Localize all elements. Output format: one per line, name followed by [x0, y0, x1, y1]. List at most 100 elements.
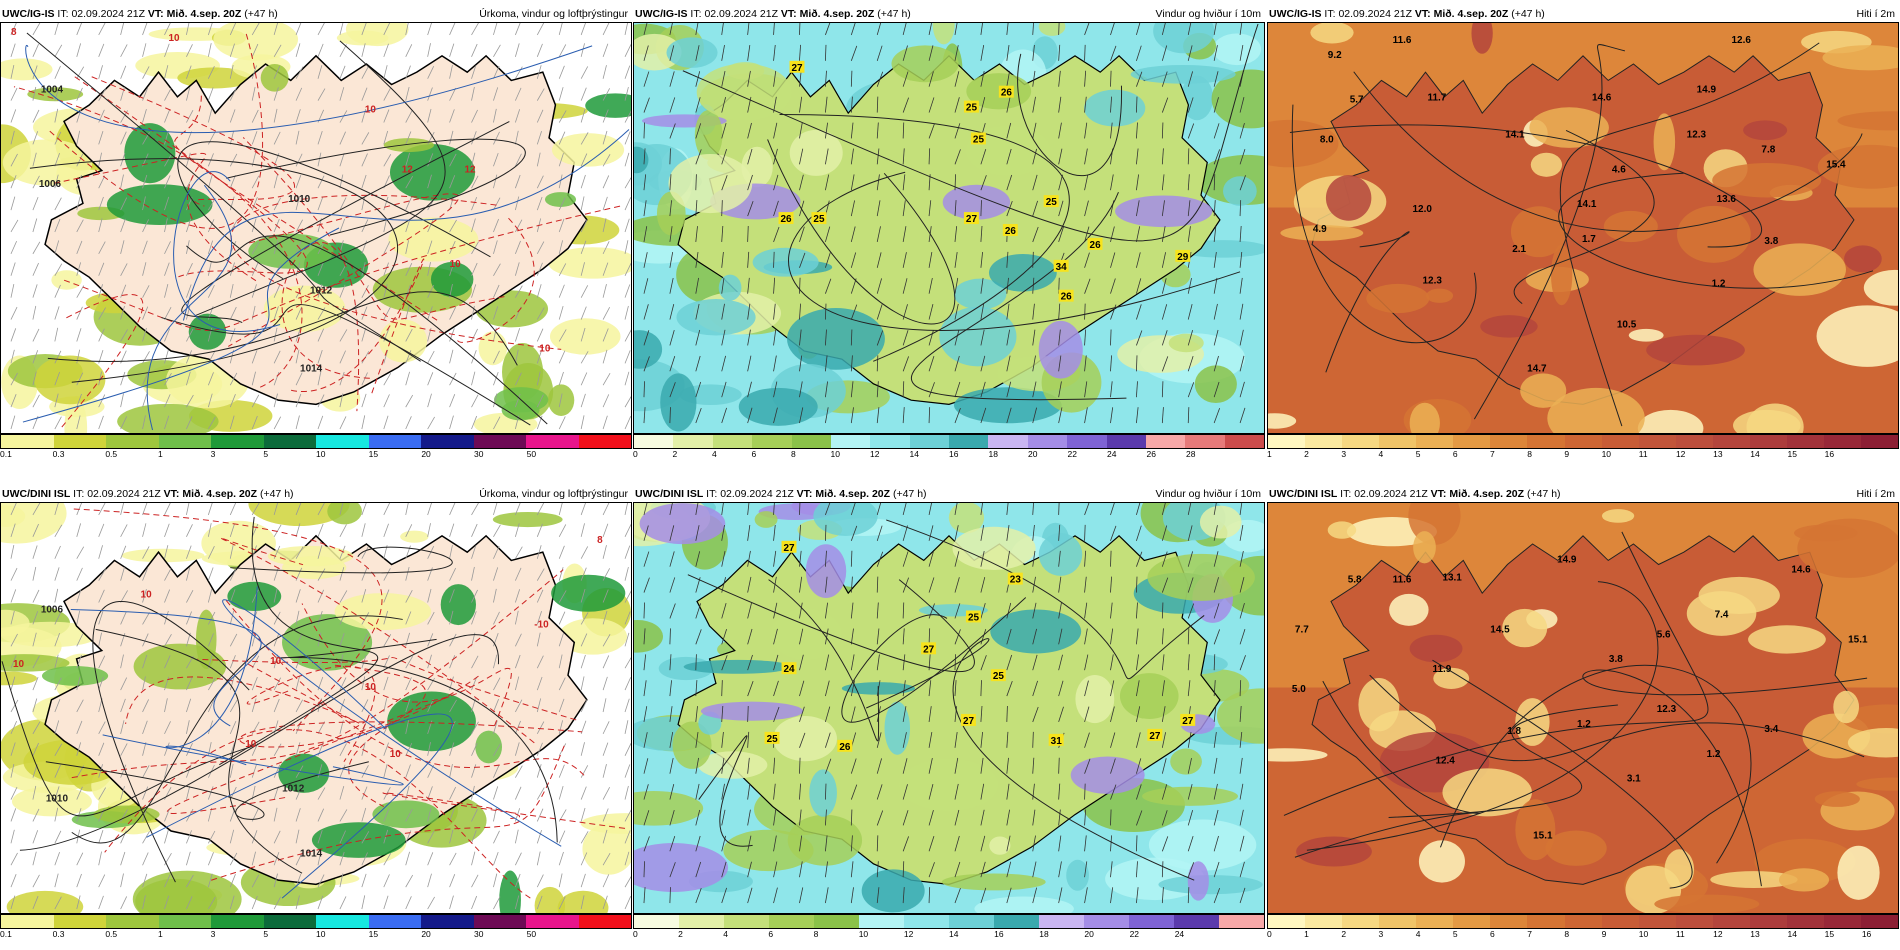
wind-barb	[876, 654, 880, 671]
wind-barb	[902, 252, 907, 268]
wind-barb	[902, 602, 905, 619]
valid-label: VT:	[1414, 8, 1431, 20]
wind-barb	[54, 807, 59, 822]
wind-barb	[32, 218, 38, 233]
wind-barb	[536, 175, 544, 189]
wind-barb	[602, 241, 610, 255]
wind-barb	[928, 304, 934, 320]
wind-barb	[54, 23, 59, 36]
wind-barb	[471, 874, 479, 888]
field-patch	[1153, 23, 1215, 54]
wind-barb	[229, 109, 236, 123]
wind-barb	[695, 680, 698, 697]
wind-barb	[76, 589, 82, 603]
wind-barb	[747, 835, 752, 852]
map-area[interactable]: 5.8 11.6 13.1 14.9 14.6 7.7 7.4 14.5 5.6 15.1 3.8 1…	[1267, 502, 1899, 914]
wind-barb	[493, 44, 501, 58]
map-area[interactable]: 27 25 26 25 26 25 27 26 25 34 26 29 26	[633, 22, 1265, 434]
colorbar-swatch	[1490, 915, 1528, 928]
wind-barb	[1239, 251, 1243, 268]
wind-barb	[229, 283, 234, 298]
wind-barb	[295, 699, 303, 713]
wind-barb	[295, 306, 303, 320]
wind-barb	[10, 130, 15, 145]
field-patch	[752, 247, 819, 277]
isoline	[173, 171, 281, 332]
wind-barb	[1084, 861, 1088, 878]
field-patch	[388, 217, 479, 262]
map-area[interactable]: 8 10 10 -10 10 10 10 10 1006 1010 1012 1014	[0, 502, 632, 914]
map-area[interactable]: 27 23 25 24 27 25 27 25 26 31 27 27	[633, 502, 1265, 914]
field-patch	[106, 184, 213, 226]
field-patch	[64, 397, 88, 433]
wind-barb	[1187, 836, 1194, 852]
map-area[interactable]: 9.2 11.6 12.6 5.7 11.7 14.9 14.1 14.6 8.0 14.1 12.…	[1267, 22, 1899, 434]
wind-barb	[295, 219, 303, 233]
wind-barb	[773, 44, 776, 61]
wind-barb	[317, 851, 322, 866]
wind-barb	[1032, 329, 1036, 346]
wind-barb	[624, 240, 629, 254]
field-patch	[639, 503, 726, 545]
colorbar-swatch	[1638, 915, 1676, 928]
colorbar-tick-label: 30	[474, 929, 484, 939]
wind-barb	[207, 503, 213, 516]
wind-barb	[850, 355, 853, 372]
wind-barb	[1110, 23, 1115, 36]
wind-barb	[773, 887, 778, 904]
wind-barb	[164, 895, 170, 910]
wind-barb	[493, 108, 497, 123]
wind-barb	[251, 764, 257, 778]
colorbar-tick-label: 8	[791, 449, 796, 459]
colorbar-swatch	[949, 435, 989, 448]
wind-barb	[1110, 576, 1112, 593]
field-patch	[1066, 859, 1089, 891]
wind-barb	[1187, 226, 1191, 242]
wind-barb	[207, 830, 216, 844]
field-patch	[1, 58, 53, 81]
wind-barb	[980, 835, 986, 852]
colorbar-tick-label: 16	[994, 929, 1004, 939]
field-patch	[1327, 521, 1357, 539]
isoline-label: 10	[365, 682, 377, 693]
wind-barb	[695, 45, 700, 61]
wind-barb	[1213, 680, 1216, 697]
wind-barb	[580, 831, 589, 844]
field-patch	[478, 331, 508, 366]
panel-run-info: UWC/IG-IS IT: 02.09.2024 21Z VT: Mið. 4.…	[2, 6, 278, 22]
wind-barb	[186, 394, 194, 408]
wind-barb	[799, 277, 801, 294]
wind-barb	[1136, 355, 1138, 372]
wind-barb	[695, 525, 700, 541]
wind-barb	[928, 329, 934, 346]
colorbar-swatch	[1067, 435, 1107, 448]
wind-barb	[580, 742, 585, 756]
wind-barb	[1239, 45, 1244, 61]
wind-barb	[721, 655, 728, 671]
wind-barb	[558, 896, 566, 910]
wind-barb	[902, 200, 906, 217]
wind-barb	[1032, 503, 1034, 515]
wind-barb	[1239, 525, 1244, 541]
wind-barb	[1032, 550, 1036, 567]
wind-barb	[1084, 96, 1087, 113]
wind-barb	[602, 394, 610, 408]
wind-barb	[954, 809, 960, 826]
wind-barb	[98, 65, 103, 79]
wind-barb	[980, 655, 987, 671]
wind-barb	[799, 96, 803, 113]
wind-barb	[928, 45, 934, 61]
wind-barb	[624, 416, 631, 430]
temperature-label: 3.8	[1609, 654, 1623, 665]
wind-barb	[824, 407, 829, 424]
wind-barb	[1110, 96, 1112, 113]
wind-barb	[1058, 628, 1063, 645]
wind-barb	[558, 87, 564, 101]
wind-barb	[1161, 810, 1168, 826]
wind-barb	[10, 306, 18, 320]
wind-barb	[142, 523, 147, 537]
wind-barb	[850, 329, 853, 346]
map-area[interactable]: 8 10 10 12 12 10 10 1004 1006 1010 1012 1014	[0, 22, 632, 434]
wind-barb	[98, 568, 107, 581]
field-patch	[1654, 894, 1760, 913]
